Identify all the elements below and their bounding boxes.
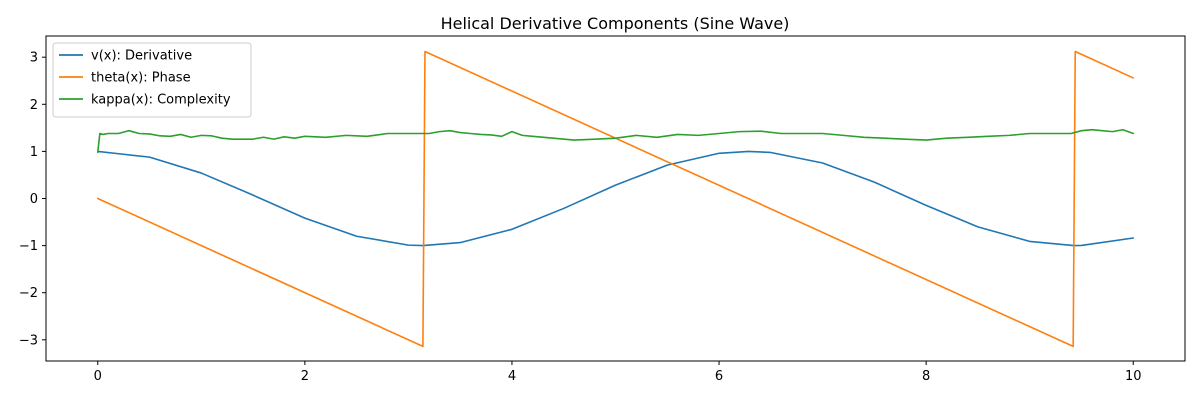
x-tick-label: 8 <box>922 369 930 384</box>
series-layer <box>96 50 1135 348</box>
legend: v(x): Derivative theta(x): Phase kappa(x):… <box>52 42 252 118</box>
y-tick-label: −2 <box>19 286 38 301</box>
y-tick-label: −3 <box>19 333 38 348</box>
y-tick-label: −1 <box>19 239 38 254</box>
y-axis: −3 −2 −1 0 1 2 3 <box>19 51 46 348</box>
plot-area <box>96 50 1135 348</box>
legend-box <box>52 42 252 118</box>
y-tick-label: 0 <box>30 192 38 207</box>
x-tick-label: 2 <box>301 369 309 384</box>
x-tick-label: 4 <box>508 369 516 384</box>
y-tick-label: 1 <box>30 145 38 160</box>
legend-label-3: kappa(x): Complexity <box>91 93 231 108</box>
x-tick-label: 10 <box>1125 369 1142 384</box>
series-line-1 <box>96 150 1135 247</box>
legend-label-2: theta(x): Phase <box>91 71 191 86</box>
y-tick-label: 2 <box>30 98 38 113</box>
x-axis: 0 2 4 6 8 10 <box>94 361 1142 384</box>
y-tick-label: 3 <box>30 51 38 66</box>
chart-title: Helical Derivative Components (Sine Wave… <box>441 14 790 33</box>
x-tick-label: 0 <box>94 369 102 384</box>
legend-label-1: v(x): Derivative <box>91 49 192 64</box>
x-tick-label: 6 <box>715 369 723 384</box>
series-line-2 <box>96 50 1135 348</box>
series-line-3 <box>96 128 1135 154</box>
